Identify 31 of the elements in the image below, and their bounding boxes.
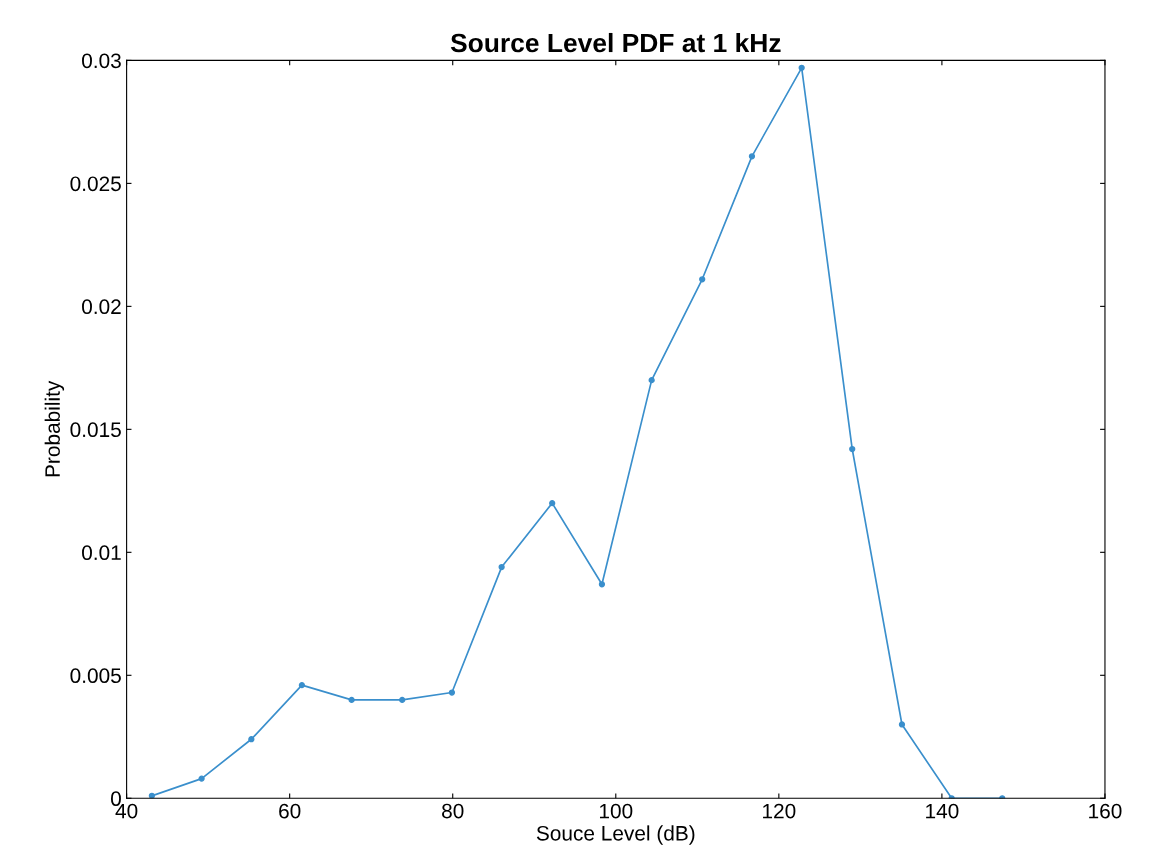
x-tick-label: 80 <box>442 803 464 819</box>
chart-title: Source Level PDF at 1 kHz <box>450 32 781 53</box>
y-tick-label: 0.01 <box>82 545 121 561</box>
y-tick-label: 0.015 <box>70 422 121 438</box>
point <box>549 500 556 507</box>
y-tick-label: 0.005 <box>70 668 121 684</box>
x-axis-title: Souce Level (dB) <box>536 825 695 845</box>
x-tick-label: 140 <box>926 803 959 819</box>
x-tick-label: 120 <box>763 803 796 819</box>
y-tick-label: 0.03 <box>82 53 121 69</box>
point <box>849 445 856 453</box>
point <box>498 563 505 571</box>
x-tick-label: 60 <box>279 803 301 819</box>
point <box>898 721 906 728</box>
y-axis-title: Probability <box>44 380 65 477</box>
point <box>298 682 306 689</box>
point <box>248 736 255 743</box>
y-tick-label: 0.025 <box>70 176 121 192</box>
point <box>748 153 756 160</box>
point <box>348 696 355 704</box>
point <box>198 775 205 782</box>
x-tick-label: 100 <box>600 803 633 819</box>
x-tick-label: 160 <box>1089 803 1122 819</box>
point <box>798 64 805 71</box>
point <box>699 276 706 283</box>
point <box>448 689 456 696</box>
point <box>399 696 406 704</box>
point <box>148 792 156 799</box>
y-tick-label: 0.02 <box>82 299 121 315</box>
point <box>598 581 606 588</box>
point <box>648 377 655 384</box>
